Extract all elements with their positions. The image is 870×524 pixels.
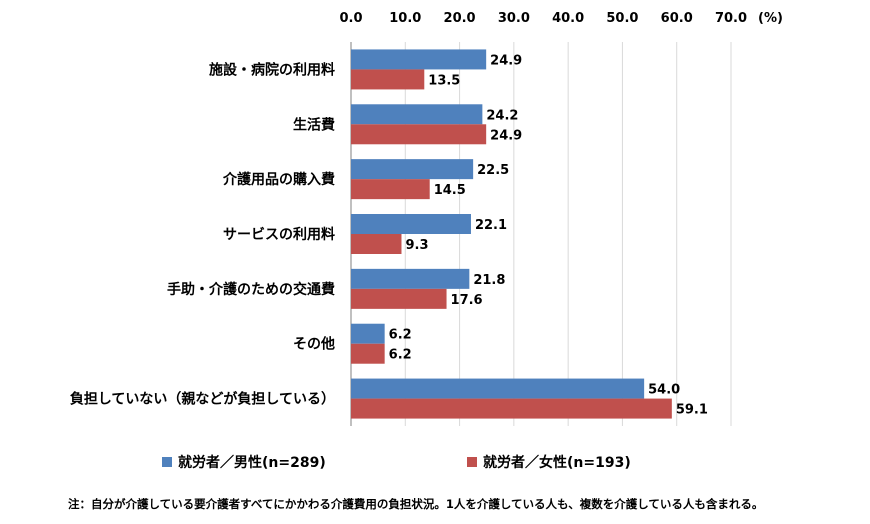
x-tick-label: 70.0 [715, 11, 747, 26]
data-label: 21.8 [473, 273, 505, 288]
data-label: 6.2 [389, 348, 412, 363]
data-label: 59.1 [676, 403, 708, 418]
legend-swatch-female [467, 457, 477, 467]
bar-male [351, 159, 474, 180]
bar-female [351, 288, 447, 309]
category-label: 負担していない（親などが負担している） [70, 391, 335, 408]
data-label: 6.2 [389, 328, 412, 343]
x-tick-label: 10.0 [389, 11, 421, 26]
category-labels: 施設・病院の利用料生活費介護用品の購入費サービスの利用料手助・介護のための交通費… [70, 61, 335, 407]
bar-male [351, 323, 385, 344]
category-label: 介護用品の購入費 [222, 171, 335, 188]
footnote: 注：自分が介護している要介護者すべてにかかわる介護費用の負担状況。1人を介護して… [68, 497, 764, 511]
bar-male [351, 214, 471, 234]
unit-label: (%) [758, 11, 783, 26]
legend-label-female: 就労者／女性(n=193) [483, 455, 631, 471]
data-label: 9.3 [405, 238, 428, 253]
bar-female [351, 343, 385, 364]
x-tick-label: 50.0 [606, 11, 638, 26]
x-tick-label: 0.0 [339, 11, 362, 26]
data-label: 17.6 [451, 293, 483, 308]
legend-label-male: 就労者／男性(n=289) [178, 455, 326, 471]
bar-male [351, 49, 487, 70]
bar-male [351, 268, 470, 289]
data-label: 22.5 [477, 163, 509, 178]
x-tick-label: 30.0 [498, 11, 530, 26]
bar-chart: 0.0 10.0 20.0 30.0 40.0 50.0 60.0 70.0 (%) 施設・病… [70, 11, 783, 426]
category-label: 施設・病院の利用料 [209, 61, 335, 78]
legend-swatch-male [162, 457, 172, 467]
data-label: 24.9 [490, 53, 522, 68]
x-tick-label: 60.0 [661, 11, 693, 26]
category-label: サービスの利用料 [223, 226, 335, 243]
category-label: その他 [293, 336, 335, 353]
legend-item-female: 就労者／女性(n=193) [467, 452, 631, 472]
data-label: 24.2 [486, 108, 518, 123]
data-labels: 24.9 13.5 24.2 24.9 22.5 14.5 22.1 9.3 21.8 17.6 6… [389, 53, 708, 417]
data-label: 22.1 [475, 218, 507, 233]
bar-female [351, 124, 487, 145]
bar-female [351, 234, 402, 254]
data-label: 14.5 [434, 183, 466, 198]
category-label: 生活費 [293, 116, 335, 133]
bar-female [351, 398, 672, 419]
x-tick-label: 40.0 [552, 11, 584, 26]
bars [351, 49, 672, 419]
data-label: 13.5 [428, 73, 460, 88]
legend-item-male: 就労者／男性(n=289) [162, 452, 326, 472]
bar-female [351, 179, 430, 200]
legend: 就労者／男性(n=289) 就労者／女性(n=193) [0, 452, 870, 474]
data-label: 54.0 [648, 383, 680, 398]
data-label: 24.9 [490, 128, 522, 143]
bar-male [351, 378, 645, 399]
bar-male [351, 104, 483, 125]
x-axis-ticks: 0.0 10.0 20.0 30.0 40.0 50.0 60.0 70.0 [339, 11, 747, 26]
category-label: 手助・介護のための交通費 [167, 281, 335, 298]
x-tick-label: 20.0 [444, 11, 476, 26]
bar-female [351, 69, 425, 90]
